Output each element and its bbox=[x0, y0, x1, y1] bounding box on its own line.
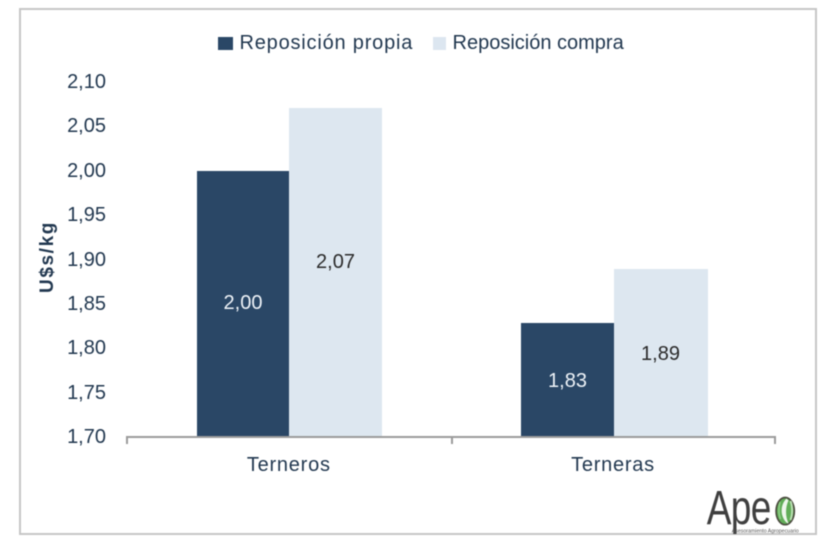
svg-text:Asesoramiento Agropecuario: Asesoramiento Agropecuario bbox=[732, 528, 799, 534]
svg-text:Ape: Ape bbox=[707, 483, 772, 535]
